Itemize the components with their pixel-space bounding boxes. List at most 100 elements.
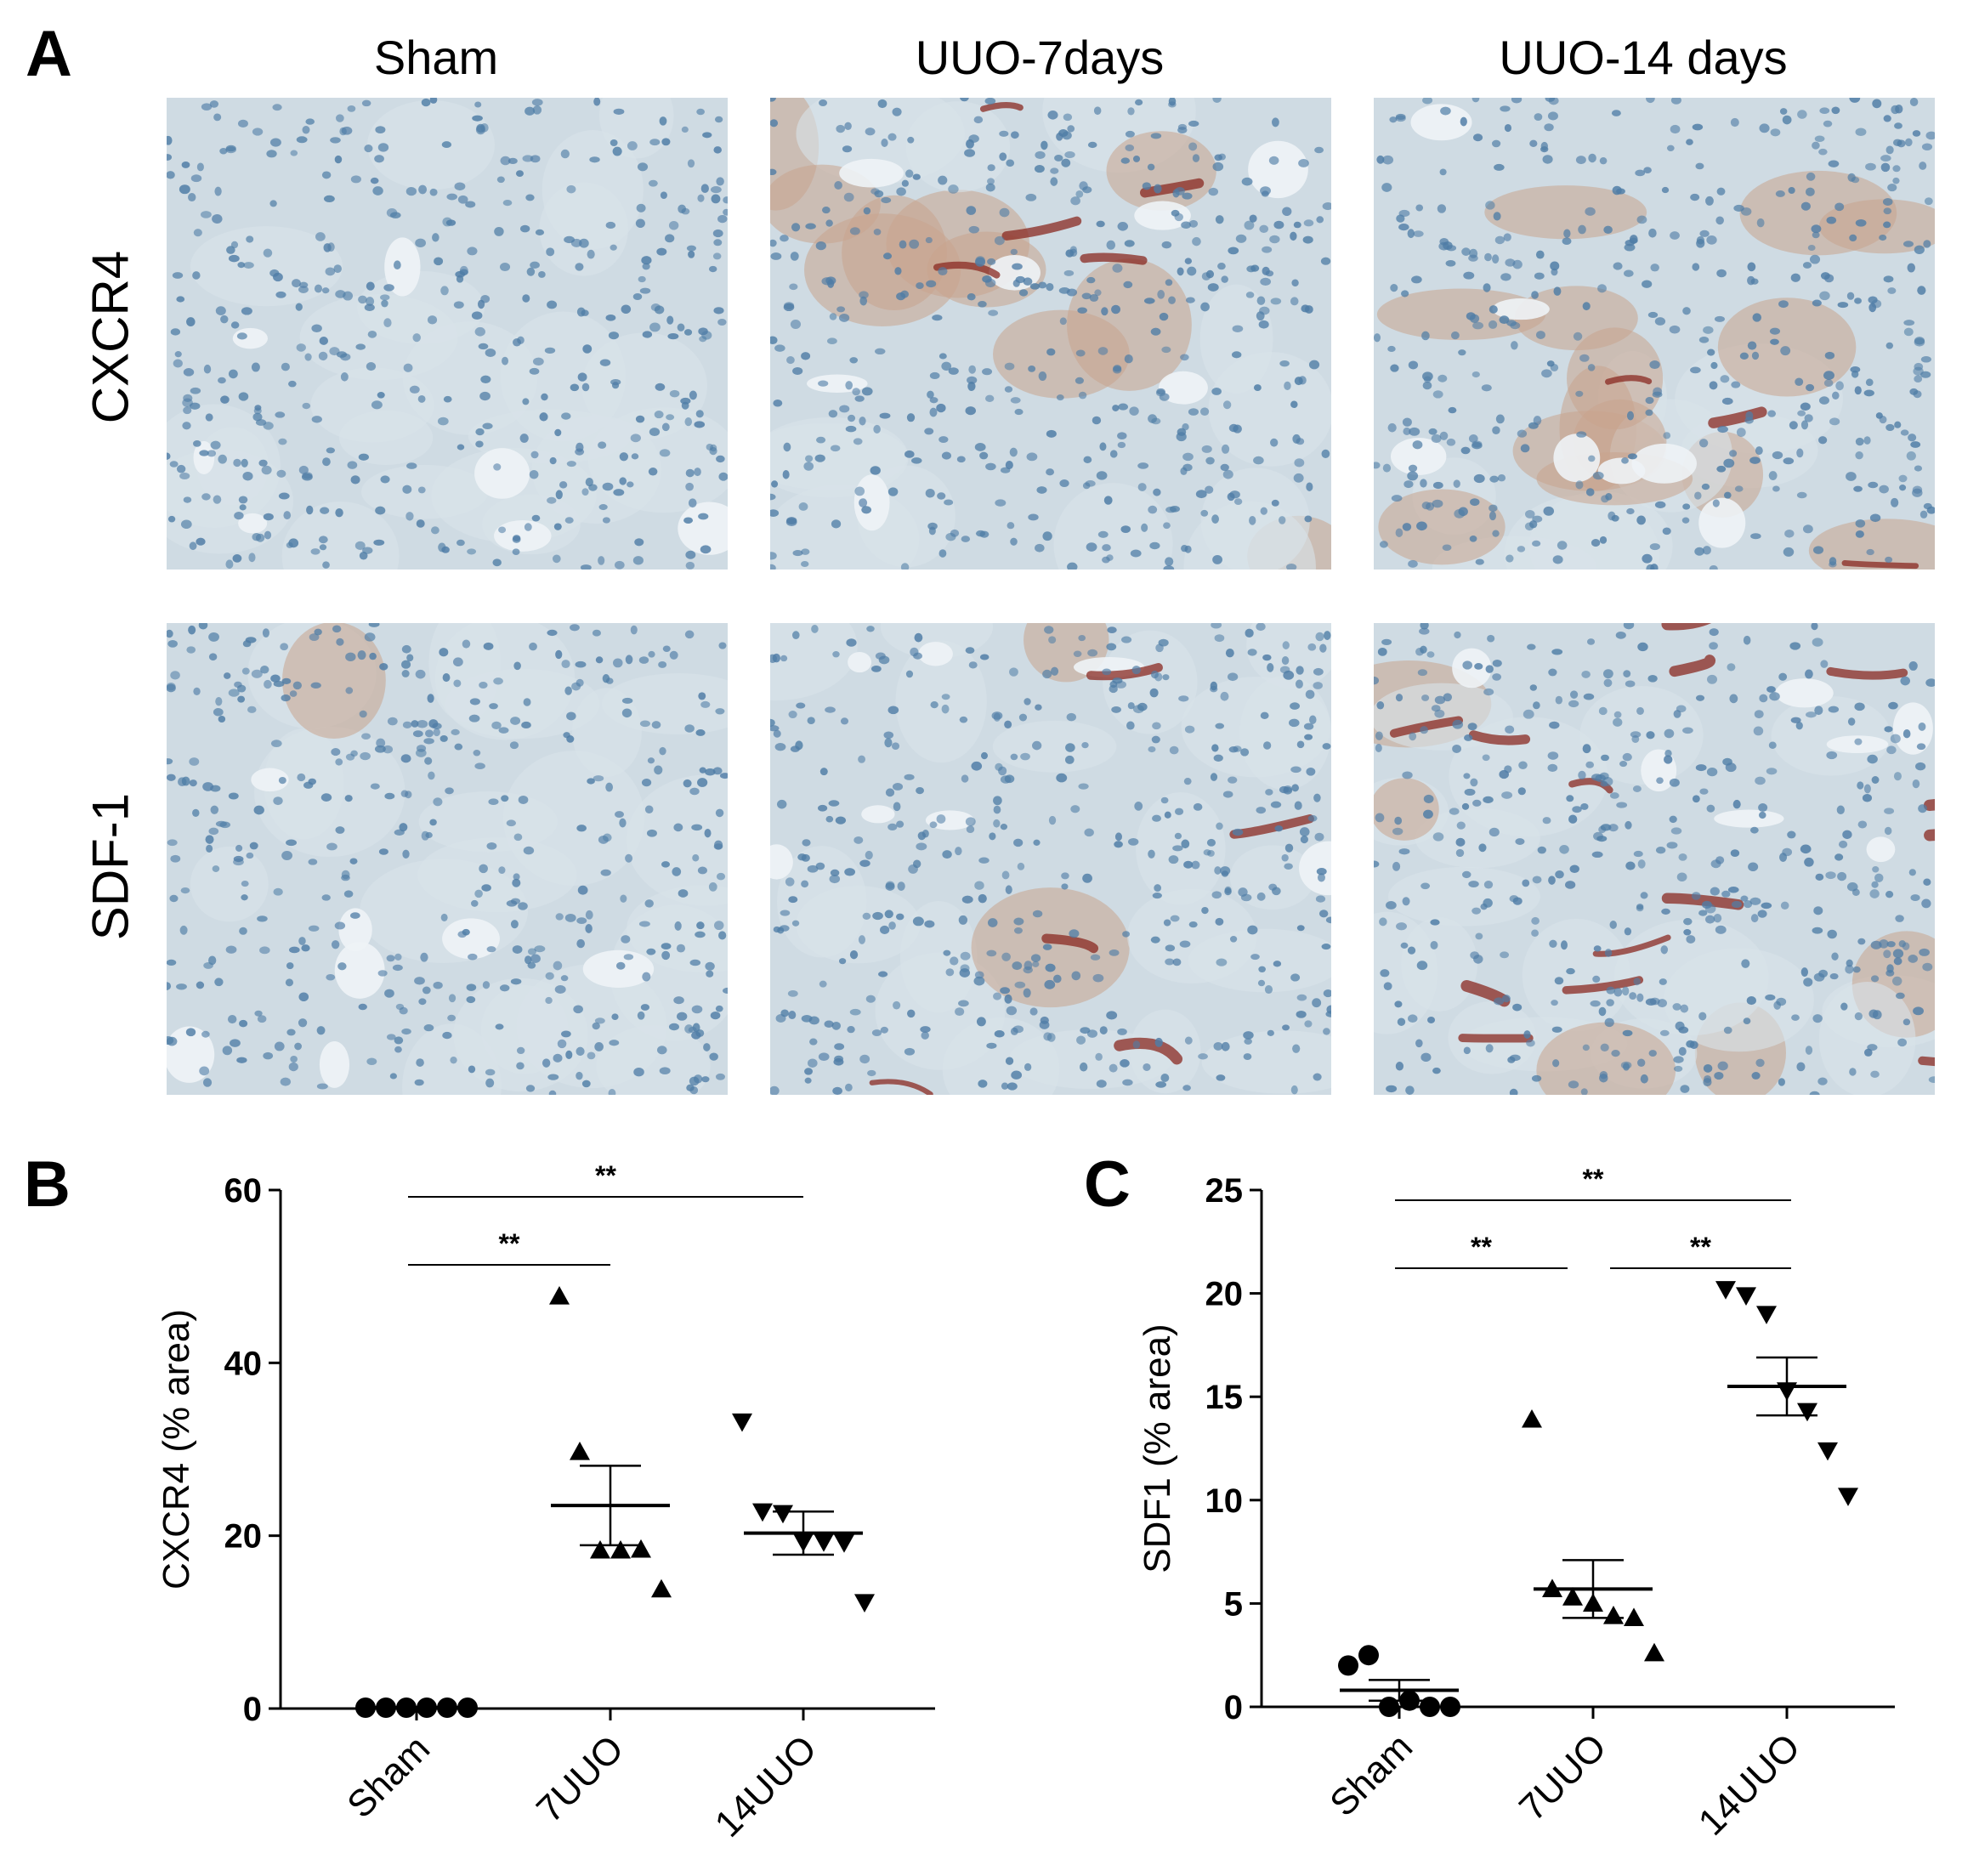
nucleus (1769, 327, 1781, 335)
nucleus (865, 850, 873, 860)
nucleus (1497, 474, 1506, 482)
nucleus (600, 869, 611, 876)
nucleus (943, 949, 951, 956)
nucleus (580, 564, 592, 570)
nucleus (965, 406, 976, 416)
nucleus (421, 98, 431, 107)
nucleus (1290, 766, 1301, 774)
column-title-uuo-7days: UUO-7days (915, 31, 1165, 84)
nucleus (1800, 420, 1809, 430)
nucleus (1246, 265, 1256, 273)
nucleus (1387, 345, 1396, 353)
nucleus (1917, 286, 1926, 295)
tubule (1053, 483, 1173, 570)
nucleus (1125, 144, 1135, 151)
nucleus (450, 1057, 457, 1064)
nucleus (1736, 428, 1746, 437)
nucleus (1887, 183, 1897, 192)
nucleus (1851, 888, 1860, 896)
nucleus (1552, 1059, 1560, 1068)
nucleus (1492, 254, 1500, 264)
nucleus (1560, 940, 1568, 950)
nucleus (619, 477, 627, 485)
nucleus (1010, 131, 1019, 139)
nucleus (1398, 848, 1410, 855)
nucleus (269, 200, 277, 207)
nucleus (1469, 248, 1478, 258)
nucleus (773, 729, 781, 738)
nucleus (576, 917, 587, 924)
nucleus (1544, 123, 1554, 132)
nucleus (281, 850, 293, 860)
nucleus (979, 451, 989, 460)
nucleus (1499, 315, 1510, 325)
nucleus (275, 291, 286, 298)
nucleus (278, 438, 287, 445)
nucleus (1191, 860, 1200, 870)
nucleus (1883, 275, 1894, 283)
nucleus (684, 724, 695, 733)
nucleus (1184, 725, 1195, 734)
nucleus (1920, 371, 1931, 378)
nucleus (1396, 922, 1408, 931)
nucleus (1059, 479, 1069, 488)
lumen (1698, 497, 1746, 548)
nucleus (298, 281, 309, 288)
nucleus (873, 424, 881, 434)
nucleus (218, 454, 227, 464)
nucleus (485, 1078, 495, 1088)
nucleus (836, 306, 846, 313)
nucleus (774, 344, 785, 352)
nucleus (370, 177, 379, 184)
nucleus (226, 246, 235, 254)
nucleus (273, 272, 283, 282)
nucleus (1432, 832, 1444, 842)
nucleus (1274, 825, 1284, 832)
nucleus (838, 313, 850, 322)
nucleus (375, 126, 386, 134)
nucleus (1633, 978, 1641, 986)
nucleus (1828, 706, 1840, 713)
nucleus (1570, 690, 1579, 699)
nucleus (1291, 279, 1299, 287)
nucleus (288, 380, 297, 388)
nucleus (1562, 237, 1572, 246)
nucleus (1295, 679, 1303, 689)
stain-streak (1140, 178, 1205, 198)
nucleus (1555, 870, 1564, 879)
nucleus (1640, 1074, 1648, 1084)
nucleus (1267, 1029, 1274, 1036)
nucleus (1111, 706, 1121, 713)
nucleus (723, 196, 728, 204)
nucleus (1892, 177, 1900, 184)
nucleus (179, 925, 188, 935)
nucleus (1492, 659, 1502, 667)
nucleus (332, 625, 342, 633)
nucleus (1780, 901, 1789, 910)
nucleus (189, 541, 197, 551)
nucleus (1568, 814, 1578, 824)
data-point (1522, 1408, 1542, 1428)
nucleus (1855, 451, 1863, 460)
nucleus (587, 1051, 596, 1060)
nucleus (480, 122, 489, 133)
nucleus (246, 235, 254, 243)
nucleus (1630, 731, 1642, 738)
nucleus (530, 155, 541, 163)
nucleus (684, 417, 693, 427)
nucleus (1812, 1014, 1823, 1023)
nucleus (1734, 485, 1744, 492)
nucleus (698, 692, 706, 700)
nucleus (892, 107, 902, 116)
nucleus (1669, 325, 1681, 334)
nucleus (1453, 479, 1460, 488)
nucleus (1551, 649, 1563, 655)
nucleus (1148, 745, 1156, 753)
nucleus (1557, 541, 1568, 550)
nucleus (984, 278, 996, 288)
nucleus (635, 415, 645, 423)
nucleus (1400, 942, 1409, 949)
nucleus (264, 679, 272, 689)
nucleus (1024, 1063, 1032, 1071)
nucleus (573, 1005, 583, 1014)
